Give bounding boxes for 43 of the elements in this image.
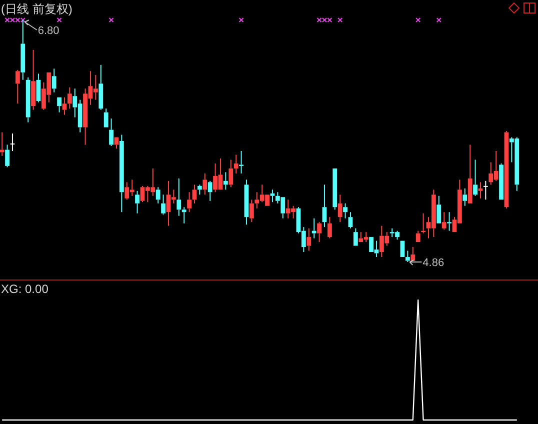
candlestick (239, 150, 244, 174)
candlestick (119, 134, 124, 213)
candlestick (343, 202, 348, 219)
candlestick (327, 216, 332, 239)
candlestick (187, 192, 192, 213)
candlestick (202, 172, 208, 196)
candlestick (312, 218, 316, 239)
candlestick (62, 96, 67, 116)
candlestick (192, 184, 197, 204)
candlestick (176, 178, 182, 216)
annotation: 6.80 (38, 25, 60, 37)
candlestick (348, 212, 353, 229)
candlestick (182, 206, 186, 224)
candlestick (249, 199, 254, 223)
candlestick (67, 86, 72, 110)
candlestick (36, 73, 41, 103)
candlestick (462, 188, 468, 206)
candlestick (156, 186, 160, 204)
candlestick (338, 194, 342, 223)
chart-title: (日线 前复权) (1, 2, 72, 16)
candlestick (317, 222, 322, 243)
candlestick (31, 49, 36, 110)
chart-title: XG: 0.00 (1, 282, 49, 296)
candlestick (223, 172, 228, 190)
candlestick (483, 180, 488, 200)
candlestick (135, 190, 140, 214)
candlestick (306, 228, 312, 252)
candlestick (270, 189, 275, 203)
annotation: 4.86 (422, 257, 444, 269)
candlestick (0, 132, 4, 156)
candlestick (228, 159, 234, 188)
candlestick (244, 179, 249, 226)
candlestick (197, 184, 202, 196)
candlestick (447, 212, 452, 232)
candlestick (234, 154, 238, 174)
candlestick (52, 68, 56, 93)
candlestick (478, 182, 483, 199)
candlestick (322, 184, 327, 228)
candlestick (109, 118, 114, 146)
candlestick (473, 159, 478, 196)
candlestick (98, 64, 104, 110)
candlestick (26, 76, 30, 123)
candlestick (504, 130, 509, 209)
